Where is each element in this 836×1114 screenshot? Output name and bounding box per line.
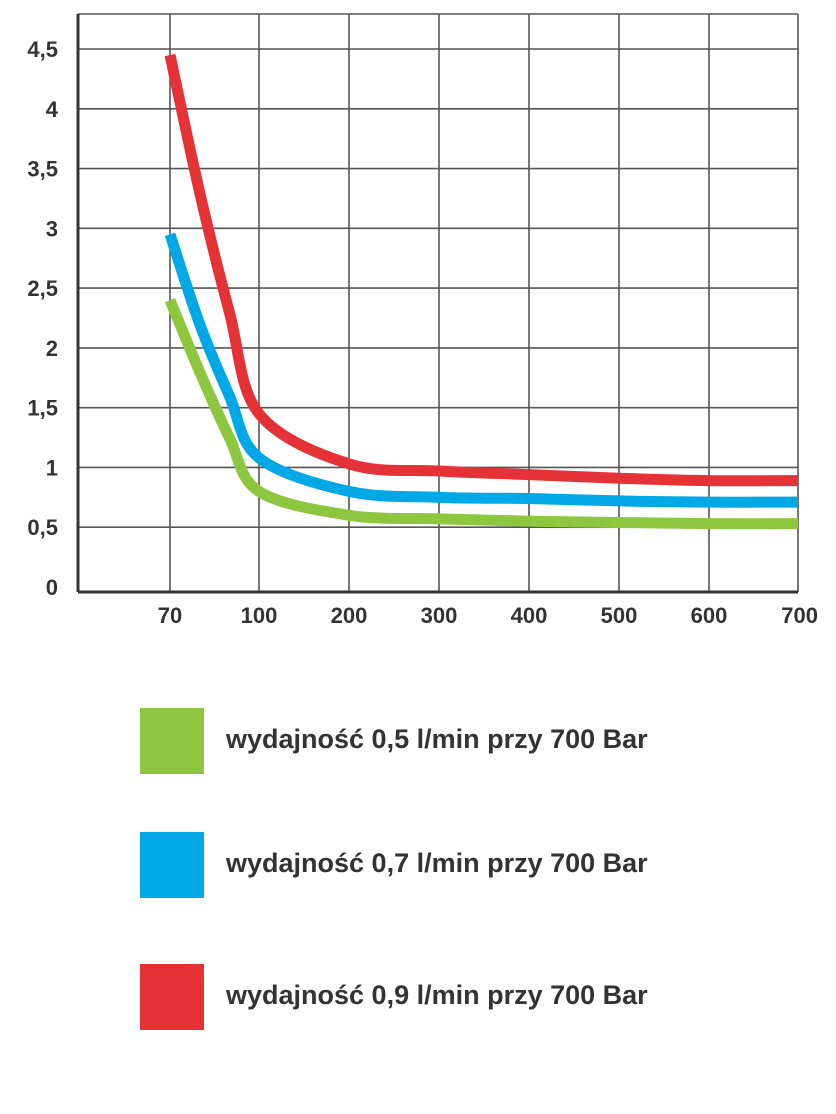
x-tick-label: 70 (158, 603, 182, 628)
x-tick-label: 500 (601, 603, 638, 628)
x-tick-label: 600 (691, 603, 728, 628)
x-tick-label: 100 (241, 603, 278, 628)
legend-label: wydajność 0,9 l/min przy 700 Bar (226, 980, 648, 1010)
y-tick-label: 3 (46, 216, 58, 241)
y-tick-label: 1 (46, 455, 58, 480)
y-tick-label: 1,5 (27, 396, 58, 421)
y-tick-label: 2,5 (27, 276, 58, 301)
y-tick-label: 4 (46, 97, 59, 122)
series-line-0-9 (164, 53, 799, 487)
y-tick-label: 3,5 (27, 157, 58, 182)
series-lines (164, 53, 799, 530)
x-tick-label: 400 (511, 603, 548, 628)
legend-item-0-9: wydajność 0,9 l/min przy 700 Bar (140, 964, 820, 1030)
series-line-0-7 (164, 232, 799, 508)
legend-item-0-7: wydajność 0,7 l/min przy 700 Bar (140, 832, 820, 898)
x-tick-labels: 70 100 200 300 400 500 600 700 (158, 603, 818, 628)
legend-label: wydajność 0,5 l/min przy 700 Bar (226, 724, 648, 754)
x-tick-label: 700 (781, 603, 818, 628)
legend-swatch-green (140, 708, 204, 774)
y-tick-label: 0,5 (27, 515, 58, 540)
y-tick-label: 2 (46, 336, 58, 361)
x-tick-label: 200 (331, 603, 368, 628)
axes (76, 14, 798, 594)
series-line-0-5 (164, 297, 799, 530)
legend-label: wydajność 0,7 l/min przy 700 Bar (226, 848, 648, 878)
y-tick-label: 0 (46, 575, 58, 600)
line-chart: 0 0,5 1 1,5 2 2,5 3 3,5 4 4,5 70 100 200 300 400 500 60… (27, 13, 818, 628)
legend-swatch-red (140, 964, 204, 1030)
y-tick-labels: 0 0,5 1 1,5 2 2,5 3 3,5 4 4,5 (27, 37, 58, 600)
legend-swatch-blue (140, 832, 204, 898)
y-tick-label: 4,5 (27, 37, 58, 62)
x-tick-label: 300 (421, 603, 458, 628)
legend-item-0-5: wydajność 0,5 l/min przy 700 Bar (140, 708, 820, 774)
